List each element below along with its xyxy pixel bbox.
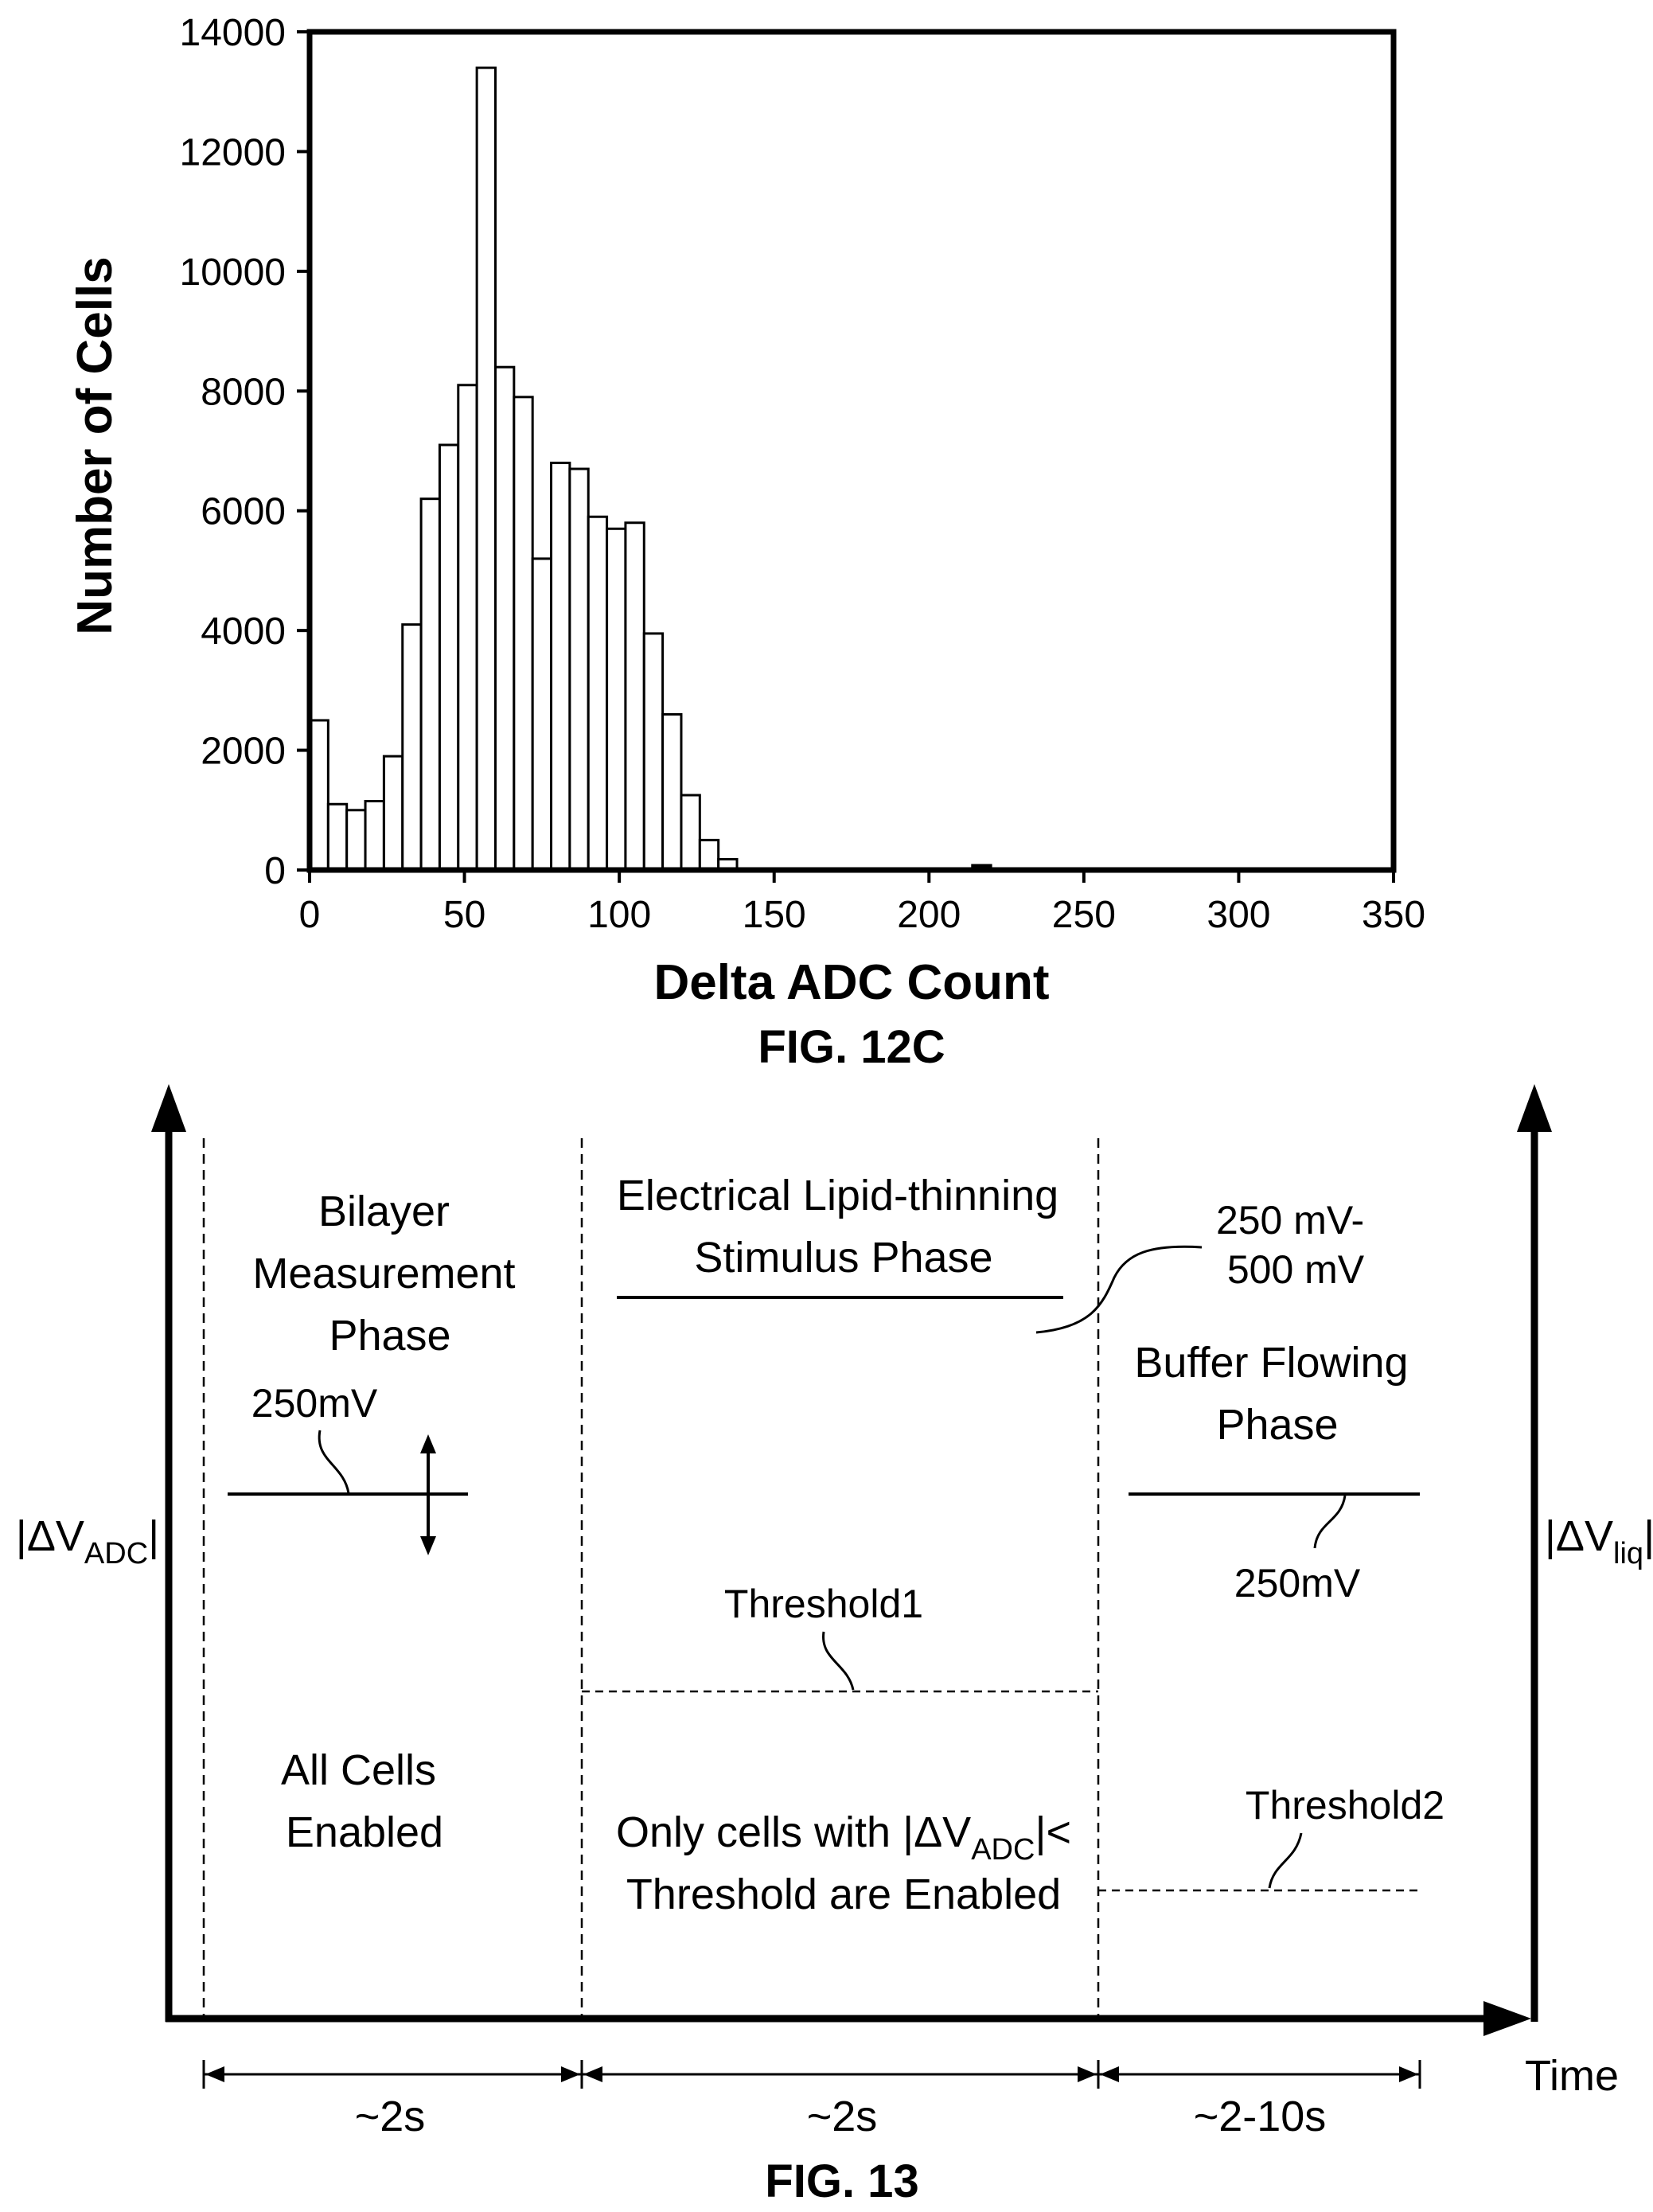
threshold2-leader bbox=[1268, 1832, 1303, 1889]
x-tick-label: 300 bbox=[1207, 894, 1270, 936]
histogram-bar bbox=[624, 521, 645, 872]
phase3-level-leader bbox=[1313, 1495, 1347, 1549]
duration-phase3: ~2-10s bbox=[1098, 2060, 1421, 2140]
y-tick-label: 4000 bbox=[201, 611, 286, 653]
left-axis-arrowhead bbox=[151, 1084, 186, 1132]
time-axis-label: Time bbox=[1525, 2052, 1619, 2100]
duration-phase2: ~2s bbox=[582, 2060, 1100, 2140]
histogram-bar bbox=[531, 557, 553, 872]
x-tick-label: 150 bbox=[743, 894, 806, 936]
duration-phase2-arrow-left bbox=[583, 2066, 602, 2082]
x-tick-label: 100 bbox=[587, 894, 651, 936]
histogram-bar bbox=[568, 467, 590, 872]
threshold1-label: Threshold1 bbox=[724, 1582, 923, 1626]
right-axis-label: |ΔVliq| bbox=[1545, 1512, 1653, 1570]
histogram-bar bbox=[550, 462, 571, 872]
duration-phase3-arrow-right bbox=[1399, 2066, 1418, 2082]
y-tick-labels: 0 2000 4000 6000 8000 10000 12000 14000 bbox=[180, 12, 310, 892]
duration-phase3-arrow-left bbox=[1100, 2066, 1119, 2082]
x-tick-labels: 0 50 100 150 200 250 300 350 bbox=[299, 870, 1425, 936]
duration-phase1: ~2s bbox=[202, 2060, 583, 2140]
histogram-bar bbox=[680, 794, 701, 872]
time-axis-arrowhead bbox=[1483, 2001, 1531, 2036]
x-tick-label: 50 bbox=[443, 894, 485, 936]
right-axis-arrowhead bbox=[1517, 1084, 1552, 1132]
phase2-level-label: 250 mV- 500 mV bbox=[1216, 1198, 1375, 1292]
histogram-bar bbox=[308, 719, 329, 872]
x-tick-label: 350 bbox=[1362, 894, 1425, 936]
y-tick-label: 12000 bbox=[180, 131, 286, 174]
y-axis-label: Number of Cells bbox=[68, 256, 123, 634]
duration-phase1-arrow-left bbox=[205, 2066, 224, 2082]
phase2-title: Electrical Lipid-thinning Stimulus Phase bbox=[617, 1172, 1070, 1282]
histogram-bar bbox=[475, 66, 497, 872]
y-tick-label: 0 bbox=[264, 850, 286, 892]
histogram-bar bbox=[661, 712, 683, 872]
histogram-bar bbox=[606, 527, 627, 872]
histogram-bar bbox=[493, 365, 516, 872]
phase1-level-label: 250mV bbox=[251, 1381, 378, 1426]
threshold2-label: Threshold2 bbox=[1246, 1783, 1444, 1828]
timing-diagram: |ΔVADC| |ΔVliq| Time Bilayer Measurement… bbox=[16, 1084, 1653, 2207]
duration-phase3-label: ~2-10s bbox=[1194, 2093, 1327, 2140]
x-tick-label: 250 bbox=[1052, 894, 1116, 936]
phase1-level-leader bbox=[318, 1430, 350, 1494]
duration-phase2-arrow-right bbox=[1078, 2066, 1097, 2082]
plot-frame bbox=[306, 29, 1397, 873]
histogram-bar bbox=[364, 800, 385, 872]
phase2-status-line2: Threshold are Enabled bbox=[626, 1871, 1061, 1918]
histogram-bar bbox=[587, 515, 609, 872]
histogram-bar bbox=[698, 838, 720, 872]
phase1-status: All Cells Enabled bbox=[281, 1746, 448, 1856]
histogram-bar bbox=[419, 497, 441, 872]
x-tick-label: 200 bbox=[897, 894, 961, 936]
figure-caption-13: FIG. 13 bbox=[765, 2155, 918, 2207]
duration-phase2-label: ~2s bbox=[807, 2093, 878, 2140]
phase3-title: Buffer Flowing Phase bbox=[1134, 1339, 1420, 1449]
phase1-arrow-up-head bbox=[420, 1434, 436, 1453]
y-tick-label: 10000 bbox=[180, 252, 286, 294]
histogram-bar bbox=[326, 802, 349, 872]
figure-caption-12c: FIG. 12C bbox=[758, 1021, 945, 1073]
y-tick-label: 8000 bbox=[201, 371, 286, 413]
phase3-level-label: 250mV bbox=[1234, 1561, 1361, 1605]
histogram-bars bbox=[308, 66, 992, 872]
left-axis-label: |ΔVADC| bbox=[16, 1512, 159, 1570]
histogram-bar bbox=[457, 384, 478, 872]
x-axis-label: Delta ADC Count bbox=[653, 955, 1049, 1010]
y-tick-label: 6000 bbox=[201, 491, 286, 533]
y-tick-label: 14000 bbox=[180, 12, 286, 54]
histogram-bar bbox=[382, 755, 404, 872]
histogram-bar bbox=[438, 443, 460, 872]
histogram-bar bbox=[513, 396, 534, 872]
histogram-bar bbox=[401, 623, 423, 872]
phase1-arrow-down-head bbox=[420, 1536, 436, 1555]
histogram-bar bbox=[345, 809, 367, 872]
phase1-title: Bilayer Measurement Phase bbox=[252, 1188, 527, 1360]
phase2-level-leader bbox=[1035, 1245, 1203, 1334]
duration-phase1-arrow-right bbox=[561, 2066, 580, 2082]
y-tick-label: 2000 bbox=[201, 731, 286, 773]
histogram-chart: 0 50 100 150 200 250 300 350 0 2000 4000 6000 8000 1… bbox=[68, 12, 1425, 1073]
duration-phase1-label: ~2s bbox=[355, 2093, 426, 2140]
histogram-bar bbox=[642, 632, 665, 872]
phase2-status-line1: Only cells with |ΔVADC|< bbox=[616, 1808, 1071, 1867]
threshold1-leader bbox=[822, 1631, 855, 1691]
x-tick-label: 0 bbox=[299, 894, 321, 936]
